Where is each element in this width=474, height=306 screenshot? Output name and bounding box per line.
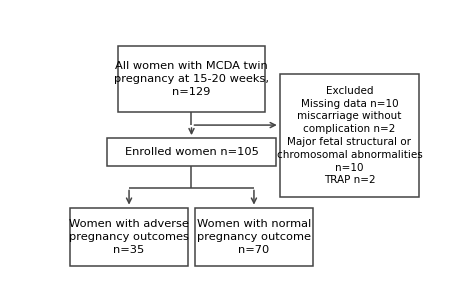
FancyBboxPatch shape (195, 207, 313, 267)
FancyBboxPatch shape (280, 74, 419, 197)
Text: Women with normal
pregnancy outcome
n=70: Women with normal pregnancy outcome n=70 (197, 219, 311, 255)
FancyBboxPatch shape (118, 46, 265, 112)
Text: Enrolled women n=105: Enrolled women n=105 (125, 147, 258, 157)
Text: Women with adverse
pregnancy outcomes
n=35: Women with adverse pregnancy outcomes n=… (69, 219, 189, 255)
FancyBboxPatch shape (107, 138, 276, 166)
FancyBboxPatch shape (70, 207, 188, 267)
Text: Excluded
Missing data n=10
miscarriage without
complication n=2
Major fetal stru: Excluded Missing data n=10 miscarriage w… (277, 86, 422, 185)
Text: All women with MCDA twin
pregnancy at 15-20 weeks,
n=129: All women with MCDA twin pregnancy at 15… (114, 61, 269, 97)
